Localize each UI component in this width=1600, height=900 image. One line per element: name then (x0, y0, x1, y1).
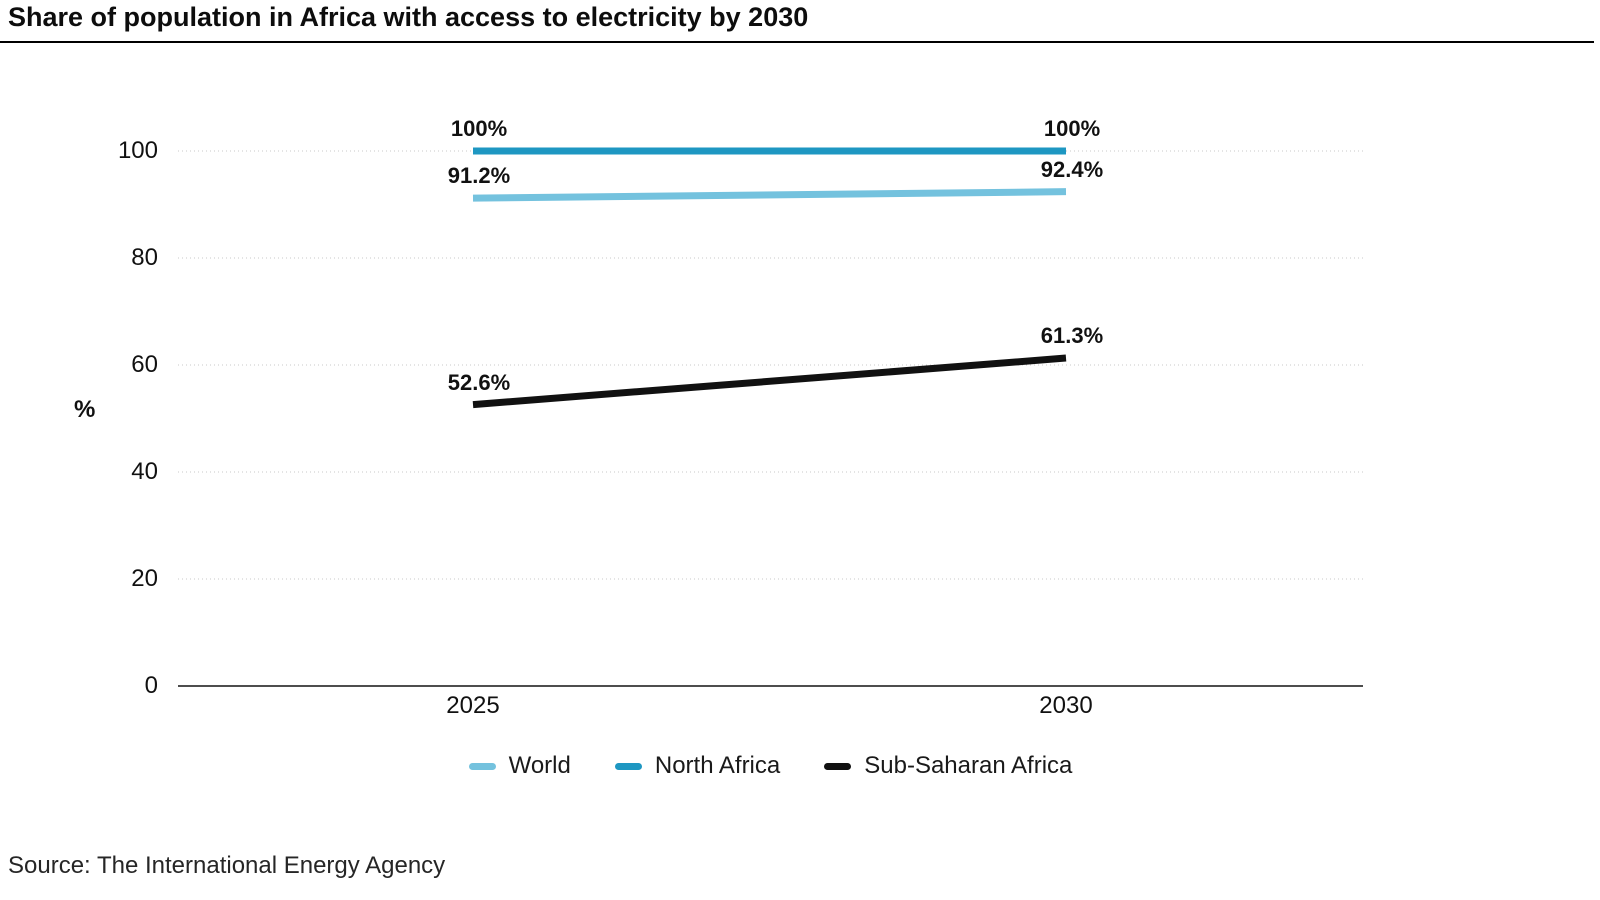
legend-item-sub-saharan: Sub-Saharan Africa (824, 752, 1072, 780)
x-tick-label-2025: 2025 (446, 692, 500, 719)
data-label-north-africa-2030: 100% (1043, 116, 1101, 141)
title-divider (0, 41, 1594, 43)
legend-item-north-africa: North Africa (614, 752, 781, 780)
chart-title: Share of population in Africa with acces… (8, 2, 809, 32)
legend: World North Africa Sub-Saharan Africa (178, 752, 1363, 780)
x-tick-label-2030: 2030 (1039, 692, 1093, 719)
legend-label-north-africa: North Africa (654, 752, 781, 779)
y-axis-title: % (74, 396, 96, 423)
world-line-swatch (468, 762, 496, 770)
sub-saharan-line-swatch (824, 762, 852, 770)
legend-label-world: World (508, 752, 571, 779)
data-label-north-africa-2025: 100% (450, 116, 508, 141)
y-tick-label-60: 60 (131, 351, 158, 378)
y-tick-label-20: 20 (131, 565, 158, 592)
data-label-sub-saharan-africa-2025: 52.6% (447, 369, 511, 395)
data-label-sub-saharan-africa-2030: 61.3% (1040, 323, 1104, 349)
source-note: Source: The International Energy Agency (8, 852, 446, 879)
data-label-world-2025: 91.2% (447, 163, 511, 189)
legend-item-world: World (468, 752, 571, 780)
y-tick-label-0: 0 (144, 672, 158, 699)
series-line-world (472, 188, 1067, 202)
legend-label-sub-saharan: Sub-Saharan Africa (864, 752, 1073, 779)
y-tick-label-100: 100 (117, 137, 158, 164)
series-line-sub-saharan-africa (472, 354, 1067, 409)
north-africa-line-swatch (614, 762, 642, 770)
y-tick-label-40: 40 (131, 458, 158, 485)
y-tick-label-80: 80 (131, 244, 158, 271)
data-label-world-2030: 92.4% (1040, 156, 1104, 182)
